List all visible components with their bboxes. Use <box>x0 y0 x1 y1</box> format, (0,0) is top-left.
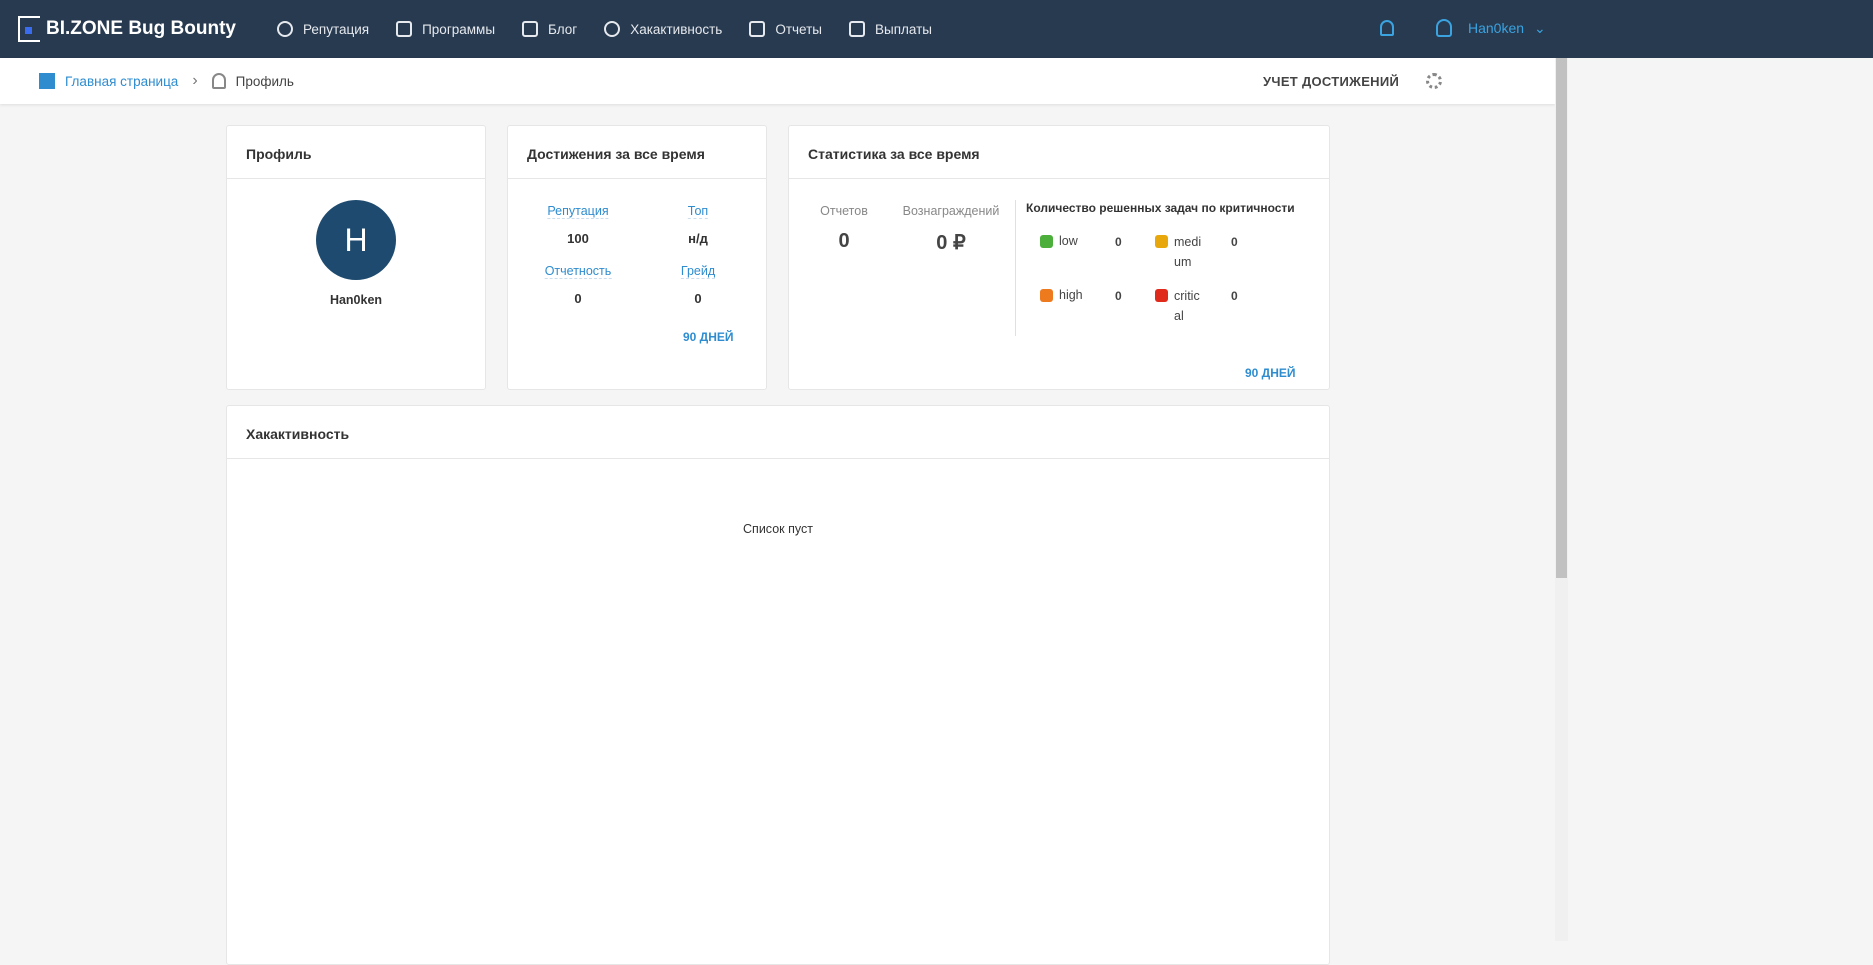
severity-label: high <box>1059 288 1083 302</box>
building-icon <box>396 21 413 37</box>
scrollbar[interactable] <box>1555 58 1568 941</box>
achievements-button[interactable]: УЧЕТ ДОСТИЖЕНИЙ <box>1263 74 1400 89</box>
breadcrumb-current: Профиль <box>235 73 294 89</box>
top-value: н/д <box>688 231 708 246</box>
nav-label: Хакактивность <box>630 21 723 37</box>
stats-card: Статистика за все время Отчетов 0 Вознаг… <box>788 125 1330 390</box>
home-grid-icon <box>39 73 55 89</box>
nav-label: Блог <box>548 21 578 37</box>
severity-count: 0 <box>1231 289 1238 303</box>
reports-value: 0 <box>838 230 850 252</box>
reports-label: Отчетов <box>820 204 868 218</box>
user-icon <box>211 73 226 89</box>
nav-label: Выплаты <box>874 21 932 37</box>
grade-label[interactable]: Грейд <box>680 264 716 279</box>
bell-icon[interactable] <box>1380 20 1394 36</box>
nav-hacktivity[interactable]: Хакактивность <box>604 21 722 37</box>
nav-label: Программы <box>422 21 496 37</box>
user-icon <box>1436 19 1452 37</box>
top-nav: BI.ZONE Bug Bounty Репутация Программы Б… <box>0 0 1873 58</box>
medium-color-icon <box>1155 235 1168 248</box>
reporting-label[interactable]: Отчетность <box>544 264 612 279</box>
award-icon <box>276 21 293 37</box>
history-icon <box>604 21 621 37</box>
bug-logo-icon <box>18 16 40 42</box>
payout-icon <box>848 21 865 37</box>
report-icon <box>749 21 766 37</box>
severity-count: 0 <box>1115 289 1122 303</box>
severity-critical: critic al <box>1155 288 1212 326</box>
critical-color-icon <box>1155 289 1168 302</box>
breadcrumb: Главная страница › Профиль <box>0 58 1555 104</box>
severity-title: Количество решенных задач по критичности <box>1026 201 1295 215</box>
reputation-label[interactable]: Репутация <box>547 204 609 219</box>
high-color-icon <box>1040 289 1053 302</box>
severity-count: 0 <box>1115 235 1122 249</box>
severity-label: medi um <box>1174 235 1202 269</box>
hacktivity-card: Хакактивность Список пуст <box>226 405 1330 965</box>
top-label[interactable]: Топ <box>687 204 709 219</box>
nav-reputation[interactable]: Репутация <box>276 21 370 37</box>
card-title: Достижения за все время <box>508 126 766 179</box>
severity-medium: medi um <box>1155 234 1210 272</box>
period-90-days-link[interactable]: 90 ДНЕЙ <box>683 330 734 344</box>
username: Han0ken <box>1468 20 1525 36</box>
brand-logo[interactable]: BI.ZONE Bug Bounty <box>18 16 236 42</box>
empty-list-message: Список пуст <box>743 522 813 536</box>
nav-blog[interactable]: Блог <box>522 21 577 37</box>
brand-name: BI.ZONE Bug Bounty <box>46 18 236 39</box>
avatar: H <box>316 200 396 280</box>
severity-label: critic al <box>1174 289 1200 323</box>
achievements-card: Достижения за все время Репутация 100 То… <box>507 125 767 390</box>
rewards-label: Вознаграждений <box>902 204 1000 218</box>
card-title: Хакактивность <box>227 406 1329 459</box>
nav-label: Отчеты <box>775 21 822 37</box>
profile-name: Han0ken <box>329 293 383 307</box>
card-title: Статистика за все время <box>789 126 1329 179</box>
nav-reports[interactable]: Отчеты <box>749 21 822 37</box>
card-title: Профиль <box>227 126 485 179</box>
low-color-icon <box>1040 235 1053 248</box>
reporting-value: 0 <box>574 291 582 306</box>
user-menu[interactable]: Han0ken ⌄ <box>1436 19 1546 37</box>
chevron-down-icon: ⌄ <box>1534 19 1546 36</box>
profile-card: Профиль H Han0ken <box>226 125 486 390</box>
chevron-right-icon: › <box>192 72 198 89</box>
period-90-days-link[interactable]: 90 ДНЕЙ <box>1245 366 1296 380</box>
gear-icon[interactable] <box>1426 73 1442 89</box>
scrollbar-thumb[interactable] <box>1556 58 1567 578</box>
nav-label: Репутация <box>302 21 370 37</box>
severity-low: low <box>1040 234 1078 248</box>
nav-payouts[interactable]: Выплаты <box>848 21 932 37</box>
severity-high: high <box>1040 288 1083 302</box>
blog-icon <box>522 21 539 37</box>
severity-count: 0 <box>1231 235 1238 249</box>
grade-value: 0 <box>694 291 702 306</box>
severity-label: low <box>1059 234 1078 248</box>
divider <box>1015 200 1016 336</box>
rewards-value: 0 ₽ <box>936 232 966 254</box>
breadcrumb-home[interactable]: Главная страница <box>65 73 179 89</box>
nav-programs[interactable]: Программы <box>396 21 495 37</box>
reputation-value: 100 <box>567 231 589 246</box>
